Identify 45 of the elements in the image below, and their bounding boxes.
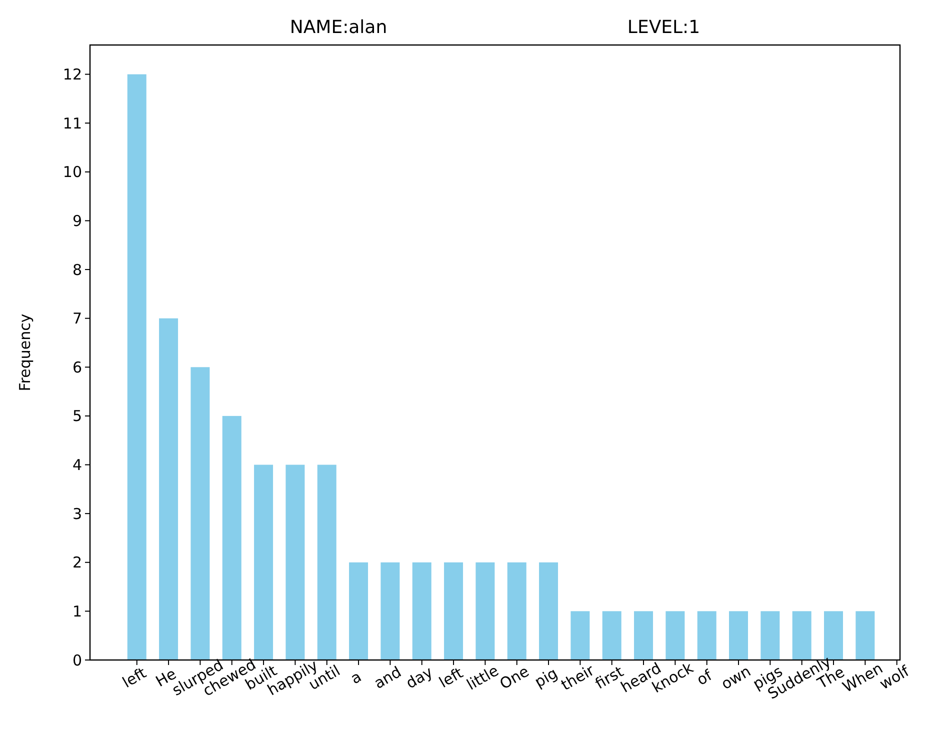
y-tick-label: 1 xyxy=(72,602,82,620)
bar xyxy=(570,611,590,660)
y-tick-label: 5 xyxy=(72,407,82,426)
bar xyxy=(666,611,685,660)
y-axis-title: Frequency xyxy=(16,314,34,392)
x-tick-label: pig xyxy=(531,664,561,692)
bar xyxy=(254,464,274,660)
y-tick-label: 9 xyxy=(72,212,82,230)
bar xyxy=(349,562,368,660)
x-tick-label: day xyxy=(402,662,436,692)
bar xyxy=(539,562,558,660)
x-tick-label: left xyxy=(436,664,466,692)
y-tick-label: 3 xyxy=(72,504,82,523)
y-tick-label: 12 xyxy=(62,66,82,84)
bar xyxy=(602,611,622,660)
y-tick-label: 4 xyxy=(72,456,82,474)
bar xyxy=(412,562,432,660)
bar xyxy=(190,367,210,660)
bar xyxy=(634,611,654,660)
y-tick-label: 8 xyxy=(72,260,82,279)
y-tick-label: 11 xyxy=(62,114,82,132)
x-tick-label: and xyxy=(370,662,404,693)
y-tick-label: 0 xyxy=(72,651,82,670)
bar xyxy=(444,562,464,660)
x-tick-label: own xyxy=(718,662,754,694)
bar xyxy=(317,464,336,660)
x-tick-label: left xyxy=(119,664,150,692)
chart-title: NAME:alan LEVEL:1 xyxy=(290,17,700,38)
bar xyxy=(127,74,146,660)
bar xyxy=(476,562,495,660)
bar xyxy=(856,611,875,660)
x-tick-label: little xyxy=(464,662,502,694)
x-tick-label: a xyxy=(348,668,365,688)
y-tick-label: 7 xyxy=(72,310,82,328)
bar xyxy=(380,562,400,660)
y-tick-label: 6 xyxy=(72,358,82,376)
bar xyxy=(729,611,748,660)
y-tick-label: 10 xyxy=(62,163,82,182)
y-tick-label: 2 xyxy=(72,554,82,572)
bar xyxy=(286,464,305,660)
bar xyxy=(222,416,242,660)
x-tick-label: of xyxy=(694,666,716,690)
bar xyxy=(507,562,526,660)
bar xyxy=(159,318,178,660)
bar xyxy=(697,611,716,660)
